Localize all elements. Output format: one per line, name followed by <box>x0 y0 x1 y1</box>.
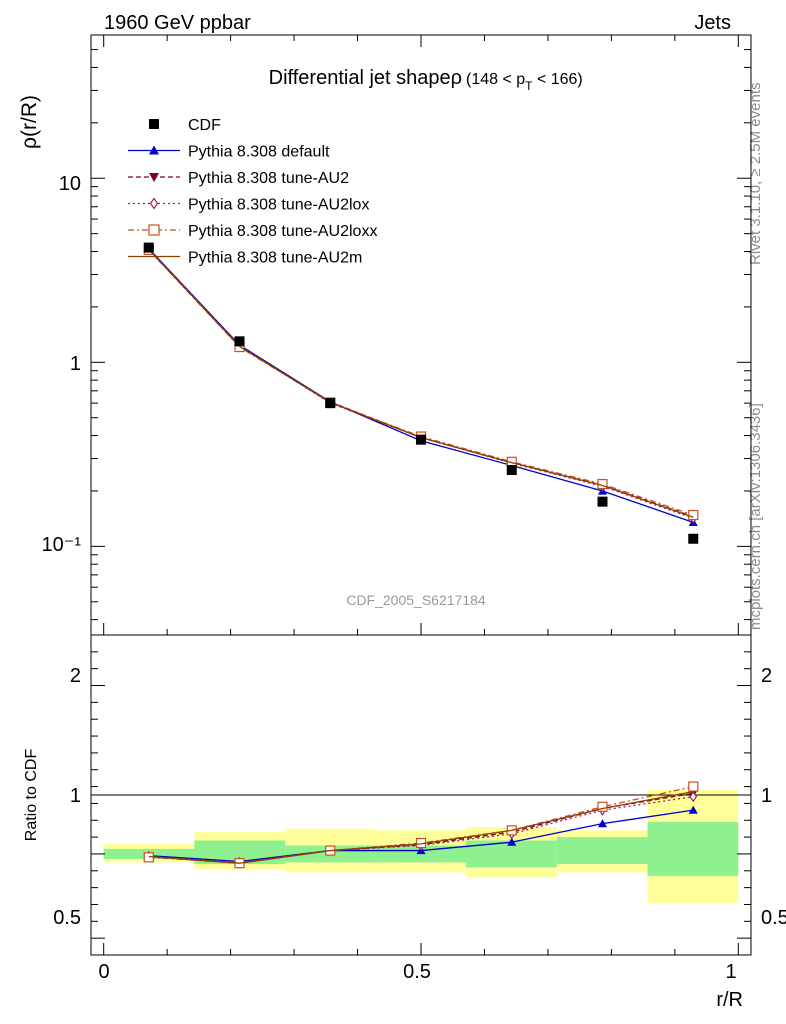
main-curves <box>143 243 699 526</box>
series-line-main-3 <box>148 249 694 516</box>
series-point-ratio-0 <box>688 805 698 814</box>
series-line-main-2 <box>148 248 694 519</box>
cdf-data-point <box>597 496 608 507</box>
series-point-main-3 <box>688 509 699 521</box>
ratio-band-inner-5 <box>556 837 648 865</box>
chart-title: Differential jet shapeρ (148 < pT < 166) <box>269 67 583 93</box>
mcplots-label: mcplots.cern.ch [arXiv:1306.3436] <box>747 403 764 630</box>
main-axis-ticks <box>91 34 751 635</box>
title-range-sub: T <box>525 79 533 93</box>
chart-title-text: Differential jet shapeρ <box>269 67 462 89</box>
cdf-data-point <box>506 464 517 475</box>
ratio-y-tick-1-right: 1 <box>761 785 772 807</box>
series-point-ratio-2 <box>689 791 698 803</box>
title-range-start: (148 < p <box>466 71 525 88</box>
title-range-end: < 166) <box>533 71 583 88</box>
ratio-frame <box>90 634 752 956</box>
legend-label-1: Pythia 8.308 default <box>188 144 330 161</box>
main-data-points <box>143 242 699 544</box>
legend-label-5: Pythia 8.308 tune-AU2m <box>188 250 362 267</box>
series-point-ratio-0 <box>598 819 607 828</box>
legend-label-3: Pythia 8.308 tune-AU2lox <box>188 197 369 214</box>
ratio-y-tick-05-right: 0.5 <box>761 907 786 929</box>
series-line-main-4 <box>148 249 694 518</box>
ratio-curves <box>143 781 699 869</box>
ratio-y-tick-05-left: 0.5 <box>53 907 81 929</box>
ratio-y-tick-2-left: 2 <box>70 665 81 687</box>
y-tick-label-0-1: 10⁻¹ <box>42 534 82 556</box>
y-tick-label-1: 1 <box>70 353 81 375</box>
ratio-panel: Ratio to CDF 2 1 0.5 2 1 0.5 0 0.5 1 r/R <box>23 634 786 1011</box>
legend-marker-4 <box>148 224 160 236</box>
legend-label-2: Pythia 8.308 tune-AU2 <box>188 170 349 187</box>
legend-marker-2 <box>149 173 159 182</box>
legend-label-4: Pythia 8.308 tune-AU2loxx <box>188 223 377 240</box>
series-point-ratio-3 <box>688 781 699 792</box>
main-panel: ρ(r/R) 10⁻¹ 1 10 Differential jet shapeρ… <box>18 34 752 636</box>
rivet-label: Rivet 3.1.10, ≥ 2.5M events <box>747 83 764 266</box>
legend-marker-1 <box>149 145 159 155</box>
cdf-data-point <box>688 533 699 544</box>
ratio-band-inner-6 <box>647 821 739 876</box>
ratio-uncertainty-bands <box>103 789 739 903</box>
cdf-data-point <box>234 336 245 347</box>
legend-label-0: CDF <box>188 117 221 134</box>
y-tick-label-10: 10 <box>59 173 81 195</box>
x-axis-label: r/R <box>716 989 743 1011</box>
header-left: 1960 GeV ppbar <box>104 12 251 34</box>
legend-marker-0 <box>149 119 159 129</box>
x-tick-label-0: 0 <box>98 961 109 983</box>
series-point-ratio-0 <box>507 837 517 846</box>
chart-title-range: (148 < pT < 166) <box>466 71 583 93</box>
ratio-y-tick-2-right: 2 <box>761 665 772 687</box>
main-y-axis-label: ρ(r/R) <box>18 95 41 149</box>
x-tick-label-0-5: 0.5 <box>403 961 431 983</box>
legend: CDF Pythia 8.308 default Pythia 8.308 tune… <box>128 117 377 267</box>
series-line-ratio-4 <box>148 790 694 864</box>
cdf-data-point <box>325 398 336 409</box>
header-right: Jets <box>694 12 731 34</box>
cdf-data-point <box>416 434 426 445</box>
series-line-main-1 <box>148 249 694 518</box>
series-point-ratio-3 <box>597 801 608 812</box>
series-line-main-0 <box>148 248 694 523</box>
x-tick-label-1: 1 <box>725 961 736 983</box>
legend-marker-3 <box>149 197 159 210</box>
y-tick-label-0.1: 10⁻¹ <box>42 534 82 556</box>
ratio-y-tick-1-left: 1 <box>70 785 81 807</box>
ratio-y-axis-label: Ratio to CDF <box>23 749 40 842</box>
cdf-data-point <box>143 242 154 253</box>
watermark: CDF_2005_S6217184 <box>346 592 486 608</box>
